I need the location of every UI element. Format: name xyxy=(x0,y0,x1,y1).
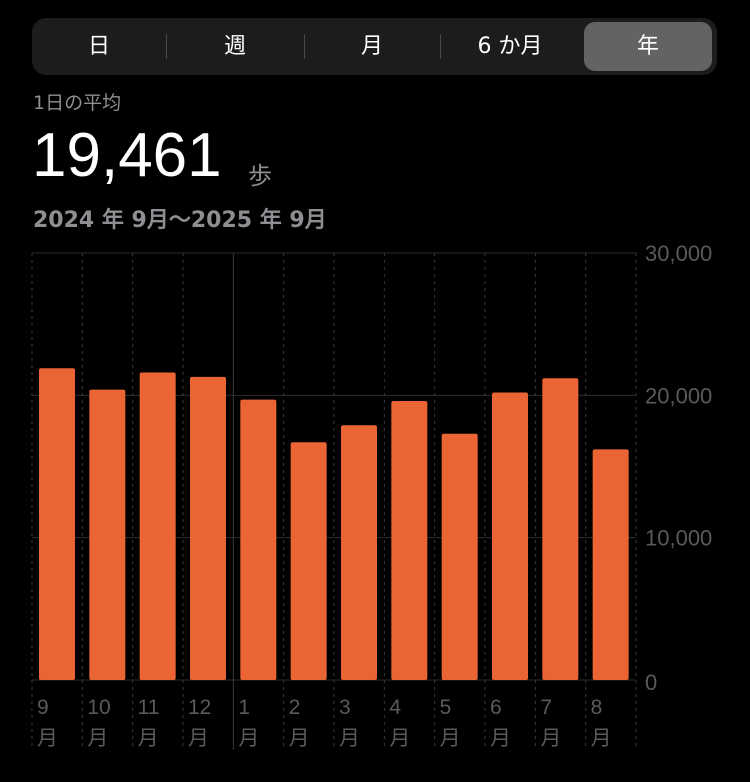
x-tick-suffix: 月 xyxy=(591,727,612,750)
bar-11-month xyxy=(139,372,176,680)
segment-year[interactable]: 年 xyxy=(584,22,712,71)
y-tick-label: 0 xyxy=(645,670,657,695)
y-tick-label: 10,000 xyxy=(645,526,712,551)
bar-3-month xyxy=(341,425,377,680)
x-tick-suffix: 月 xyxy=(138,727,159,750)
segment-divider xyxy=(440,34,441,59)
segment-week[interactable]: 週 xyxy=(223,34,246,59)
y-tick-label: 20,000 xyxy=(645,383,712,408)
period-segmented-control: 日 週 月 6 か月 年 xyxy=(32,18,717,75)
bar-12-month xyxy=(190,376,226,680)
daily-average-label: 1日の平均 xyxy=(33,92,122,114)
x-tick-label: 8 xyxy=(591,696,603,719)
segment-day[interactable]: 日 xyxy=(87,34,110,59)
x-tick-label: 6 xyxy=(490,696,502,719)
x-tick-suffix: 月 xyxy=(540,727,561,750)
x-tick-label: 2 xyxy=(289,696,301,719)
steps-unit: 歩 xyxy=(248,162,272,190)
x-tick-label: 1 xyxy=(238,696,250,719)
date-range: 2024 年 9月〜2025 年 9月 xyxy=(33,208,327,233)
x-tick-suffix: 月 xyxy=(37,727,58,750)
bar-6-month xyxy=(492,392,528,680)
bar-9-month xyxy=(39,368,75,680)
x-tick-suffix: 月 xyxy=(389,727,410,750)
y-tick-label: 30,000 xyxy=(645,241,712,266)
bar-5-month xyxy=(441,433,478,680)
x-tick-suffix: 月 xyxy=(440,727,461,750)
x-tick-suffix: 月 xyxy=(289,727,310,750)
bar-8-month xyxy=(592,449,629,680)
x-tick-label: 4 xyxy=(389,696,401,719)
x-tick-label: 12 xyxy=(188,696,211,719)
bar-1-month xyxy=(240,399,277,680)
x-tick-label: 5 xyxy=(440,696,452,719)
x-tick-label: 9 xyxy=(37,696,49,719)
bar-10-month xyxy=(89,389,126,680)
bar-7-month xyxy=(542,378,579,680)
x-tick-suffix: 月 xyxy=(490,727,511,750)
x-tick-label: 11 xyxy=(138,696,160,719)
segment-6-months[interactable]: 6 か月 xyxy=(477,34,543,59)
x-tick-label: 10 xyxy=(87,696,110,719)
x-tick-suffix: 月 xyxy=(339,727,360,750)
average-steps-value: 19,461 xyxy=(32,121,222,190)
segment-divider xyxy=(166,34,167,59)
x-tick-suffix: 月 xyxy=(87,727,108,750)
segment-divider xyxy=(304,34,305,59)
segment-month[interactable]: 月 xyxy=(360,34,383,59)
x-tick-suffix: 月 xyxy=(188,727,209,750)
bar-2-month xyxy=(290,442,327,680)
x-tick-label: 7 xyxy=(540,696,552,719)
bar-4-month xyxy=(391,401,428,680)
x-tick-suffix: 月 xyxy=(238,727,259,750)
x-tick-label: 3 xyxy=(339,696,351,719)
